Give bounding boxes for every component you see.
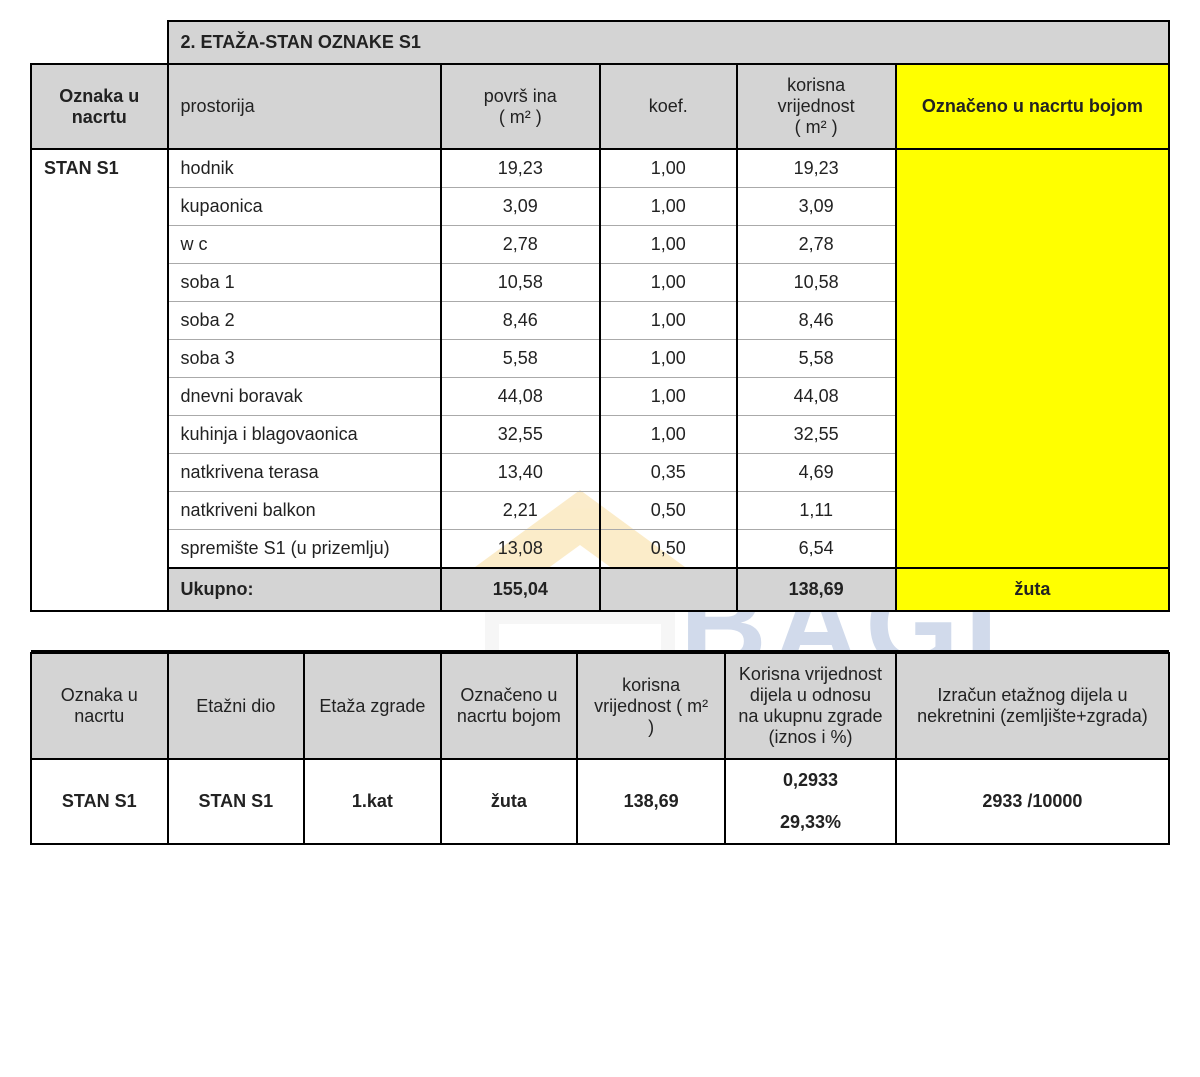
color-swatch (896, 149, 1169, 568)
th2-etaza: Etaža zgrade (304, 653, 441, 759)
unit-label: STAN S1 (31, 149, 168, 611)
th2-oznaka: Oznaka u nacrtu (31, 653, 168, 759)
total-label: Ukupno: (168, 568, 441, 611)
rooms-table: 2. ETAŽA-STAN OZNAKE S1 Oznaka u nacrtu … (30, 20, 1170, 652)
th-povrsina-l2: ( m² ) (499, 107, 542, 127)
th-boja: Označeno u nacrtu bojom (896, 64, 1169, 149)
th-prostorija: prostorija (168, 64, 441, 149)
th-koef: koef. (600, 64, 737, 149)
th-povrsina: površ ina ( m² ) (441, 64, 600, 149)
sum-oznaka: STAN S1 (31, 759, 168, 844)
th2-dio: Etažni dio (168, 653, 305, 759)
th-oznaka: Oznaka u nacrtu (31, 64, 168, 149)
table-row: STAN S1 hodnik 19,23 1,00 19,23 (31, 149, 1169, 188)
room-area: 19,23 (441, 149, 600, 188)
th2-boja: Označeno u nacrtu bojom (441, 653, 578, 759)
summary-row: STAN S1 STAN S1 1.kat žuta 138,69 0,2933… (31, 759, 1169, 844)
sum-izracun: 2933 /10000 (896, 759, 1169, 844)
th2-korisna: korisna vrijednost ( m² ) (577, 653, 725, 759)
section-title: 2. ETAŽA-STAN OZNAKE S1 (168, 21, 1169, 64)
summary-table: Oznaka u nacrtu Etažni dio Etaža zgrade … (30, 652, 1170, 845)
th2-izracun: Izračun etažnog dijela u nekretnini (zem… (896, 653, 1169, 759)
sum-boja: žuta (441, 759, 578, 844)
sum-dio: STAN S1 (168, 759, 305, 844)
th2-udio: Korisna vrijednost dijela u odnosu na uk… (725, 653, 896, 759)
sum-udio: 0,2933 29,33% (725, 759, 896, 844)
total-area: 155,04 (441, 568, 600, 611)
room-koef: 1,00 (600, 149, 737, 188)
room-val: 19,23 (737, 149, 896, 188)
total-val: 138,69 (737, 568, 896, 611)
th-povrsina-l1: površ ina (484, 86, 557, 106)
sum-korisna: 138,69 (577, 759, 725, 844)
room-name: hodnik (168, 149, 441, 188)
color-name: žuta (896, 568, 1169, 611)
sum-etaza: 1.kat (304, 759, 441, 844)
th-korisna: korisna vrijednost ( m² ) (737, 64, 896, 149)
